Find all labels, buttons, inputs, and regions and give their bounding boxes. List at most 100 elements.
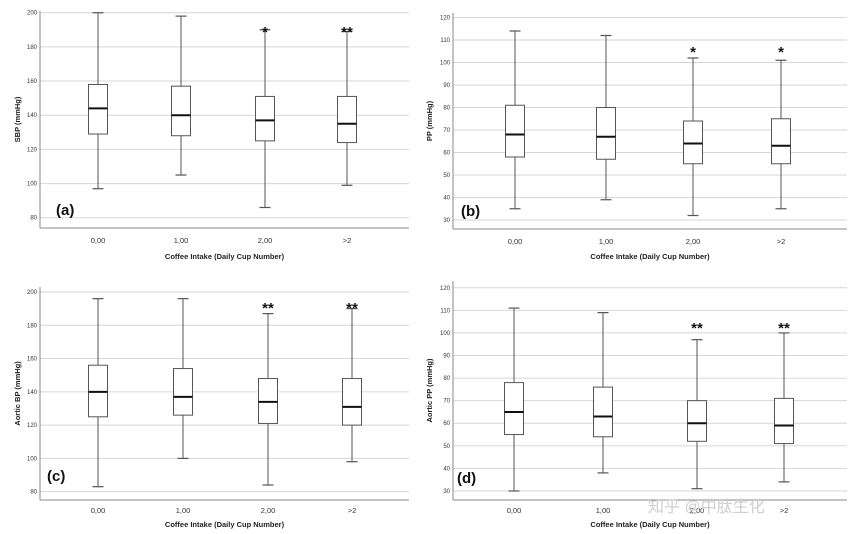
y-tick-label: 90 bbox=[443, 354, 450, 360]
significance-marker: * bbox=[778, 44, 784, 61]
y-tick-label: 200 bbox=[27, 290, 38, 296]
box-plot-4 bbox=[337, 30, 357, 186]
box-plot-2 bbox=[173, 298, 193, 459]
x-tick-label: 0,00 bbox=[508, 237, 523, 246]
x-tick-label: 1,00 bbox=[596, 506, 611, 515]
watermark-text: 知乎 @中肽生化 bbox=[648, 498, 765, 516]
y-tick-label: 40 bbox=[443, 466, 450, 472]
iqr-box bbox=[683, 120, 703, 165]
x-tick-label: >2 bbox=[343, 236, 352, 245]
y-tick-label: 120 bbox=[440, 16, 451, 22]
significance-marker: ** bbox=[691, 320, 703, 337]
y-tick-label: 100 bbox=[27, 456, 38, 462]
box-plot-1 bbox=[505, 30, 525, 210]
iqr-box bbox=[771, 118, 791, 165]
box-plot-3 bbox=[255, 29, 275, 209]
y-tick-label: 160 bbox=[27, 79, 38, 85]
y-tick-label: 80 bbox=[30, 490, 37, 496]
significance-marker: * bbox=[690, 44, 696, 61]
x-tick-label: 0,00 bbox=[91, 506, 106, 515]
y-tick-label: 30 bbox=[443, 489, 450, 495]
x-tick-label: 0,00 bbox=[507, 506, 522, 515]
iqr-box bbox=[504, 382, 524, 436]
y-axis-label: PP (mmHg) bbox=[425, 100, 434, 141]
iqr-box bbox=[505, 104, 525, 158]
y-tick-label: 110 bbox=[440, 308, 450, 314]
box-plot-1 bbox=[88, 298, 108, 488]
significance-marker: ** bbox=[262, 300, 274, 317]
iqr-box bbox=[774, 397, 794, 445]
y-tick-label: 80 bbox=[443, 376, 450, 382]
y-tick-label: 110 bbox=[440, 38, 450, 44]
iqr-box bbox=[255, 95, 275, 142]
y-tick-label: 120 bbox=[27, 423, 38, 429]
box-plot-3 bbox=[258, 313, 278, 486]
chart-panel-a: 80 100 120 140 160 180 200 0,00 1,00 2,00 * >2 ** Cof… bbox=[13, 11, 409, 261]
y-tick-label: 140 bbox=[27, 390, 38, 396]
y-tick-label: 120 bbox=[440, 286, 451, 292]
y-tick-label: 40 bbox=[443, 196, 450, 202]
x-tick-label: 1,00 bbox=[176, 506, 191, 515]
iqr-box bbox=[171, 85, 191, 137]
x-tick-label: 1,00 bbox=[599, 237, 614, 246]
x-tick-label: 2,00 bbox=[261, 506, 276, 515]
chart-panel-b: 30 40 50 60 70 80 90 100 110 120 0,00 1,00 2,00 * >2 * C… bbox=[425, 13, 847, 261]
panel-label: (d) bbox=[457, 470, 476, 487]
iqr-box bbox=[593, 386, 613, 438]
box-plot-3 bbox=[687, 339, 707, 490]
box-plot-3 bbox=[683, 57, 703, 217]
y-tick-label: 70 bbox=[443, 128, 450, 134]
y-tick-label: 120 bbox=[27, 147, 38, 153]
y-tick-label: 180 bbox=[27, 323, 38, 329]
x-tick-label: 2,00 bbox=[686, 237, 701, 246]
box-plot-4 bbox=[771, 59, 791, 210]
y-tick-label: 50 bbox=[443, 444, 450, 450]
box-plot-4 bbox=[774, 332, 794, 483]
box-plot-2 bbox=[171, 15, 191, 176]
panel-label: (c) bbox=[47, 468, 65, 485]
box-plot-1 bbox=[88, 12, 108, 190]
x-tick-label: >2 bbox=[348, 506, 357, 515]
y-tick-label: 30 bbox=[443, 218, 450, 224]
x-tick-label: >2 bbox=[777, 237, 786, 246]
x-tick-label: 2,00 bbox=[690, 506, 705, 515]
x-axis-label: Coffee Intake (Daily Cup Number) bbox=[590, 252, 710, 261]
y-axis-label: Aortic PP (mmHg) bbox=[425, 358, 434, 423]
significance-marker: ** bbox=[341, 24, 353, 41]
box-plot-1 bbox=[504, 307, 524, 492]
y-tick-label: 180 bbox=[27, 45, 38, 51]
iqr-box bbox=[173, 368, 193, 416]
panel-label: (b) bbox=[461, 203, 480, 220]
y-tick-label: 90 bbox=[443, 83, 450, 89]
chart-panel-c: 80 100 120 140 160 180 200 0,00 1,00 2,00 ** >2 ** Co… bbox=[13, 287, 409, 529]
iqr-box bbox=[687, 400, 707, 442]
significance-marker: * bbox=[262, 24, 268, 41]
box-plot-4 bbox=[342, 308, 362, 463]
y-tick-label: 160 bbox=[27, 357, 38, 363]
y-axis-label: SBP (mmHg) bbox=[13, 96, 22, 142]
chart-panel-d: 30 40 50 60 70 80 90 100 110 120 0,00 1,00 2,00 ** >2 *… bbox=[425, 281, 847, 529]
x-tick-label: 2,00 bbox=[258, 236, 273, 245]
box-plot-2 bbox=[593, 312, 613, 474]
significance-marker: ** bbox=[346, 300, 358, 317]
x-axis-label: Coffee Intake (Daily Cup Number) bbox=[165, 520, 285, 529]
iqr-box bbox=[342, 378, 362, 426]
iqr-box bbox=[596, 107, 616, 160]
x-tick-label: 1,00 bbox=[174, 236, 189, 245]
y-tick-label: 80 bbox=[30, 216, 37, 222]
y-tick-label: 100 bbox=[440, 61, 451, 67]
panel-label: (a) bbox=[56, 202, 74, 219]
y-tick-label: 50 bbox=[443, 173, 450, 179]
y-tick-label: 60 bbox=[443, 151, 450, 157]
y-axis-label: Aortic BP (mmHg) bbox=[13, 361, 22, 426]
x-axis-label: Coffee Intake (Daily Cup Number) bbox=[590, 520, 710, 529]
iqr-box bbox=[337, 95, 357, 144]
y-tick-label: 100 bbox=[27, 182, 38, 188]
y-tick-label: 140 bbox=[27, 113, 38, 119]
box-plot-2 bbox=[596, 34, 616, 201]
y-tick-label: 60 bbox=[443, 421, 450, 427]
x-tick-label: 0,00 bbox=[91, 236, 106, 245]
y-tick-label: 70 bbox=[443, 399, 450, 405]
